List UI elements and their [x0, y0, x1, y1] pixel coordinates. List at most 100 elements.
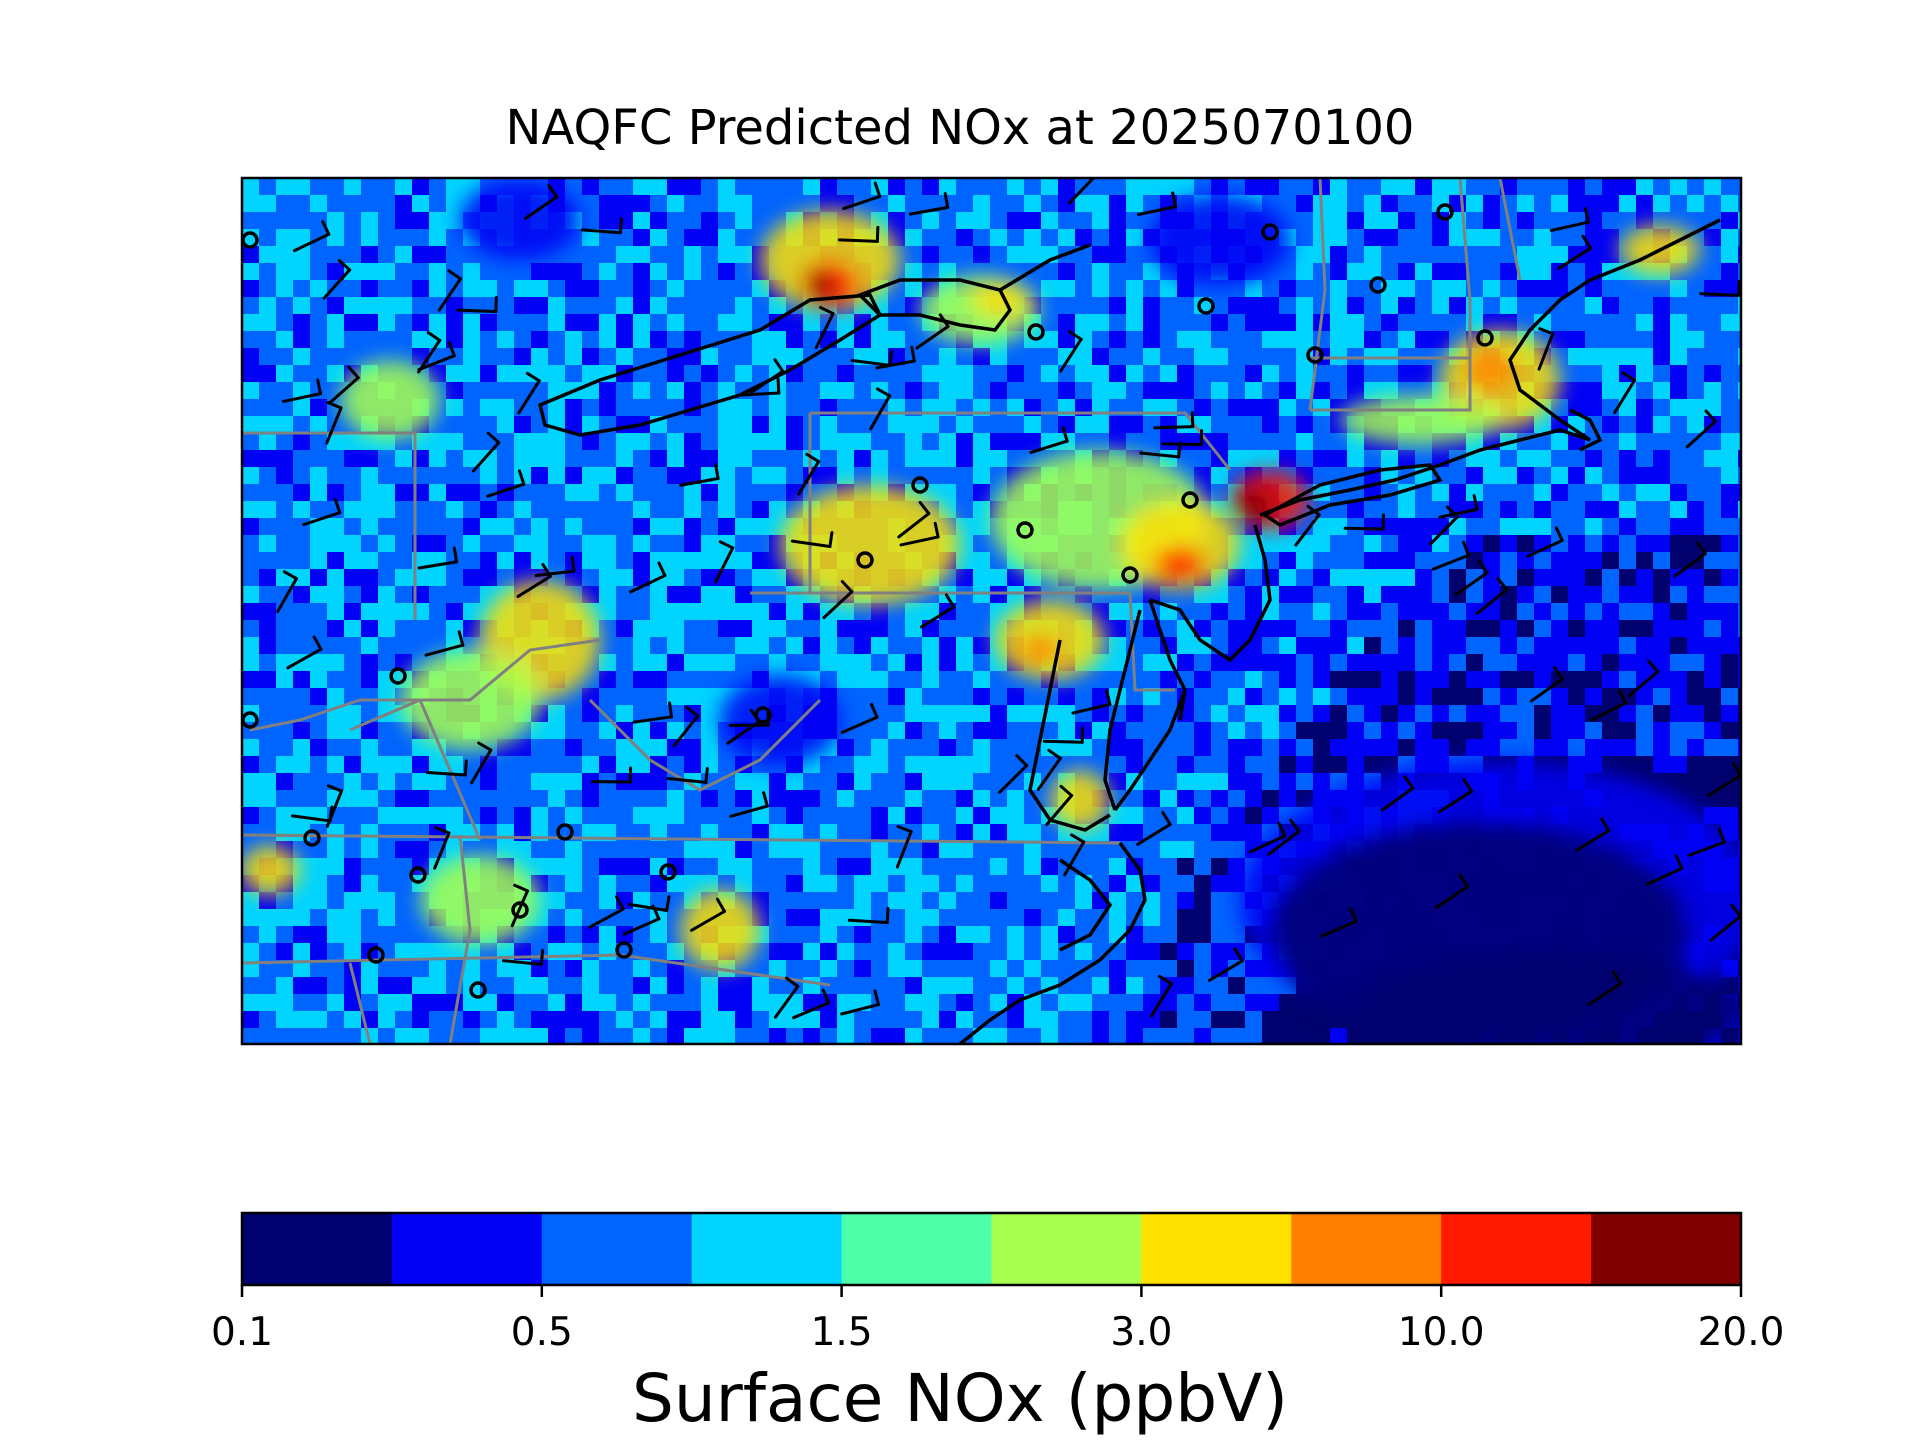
wind-barb	[1267, 818, 1301, 856]
wind-barb	[790, 531, 834, 548]
wind-barb	[797, 452, 821, 496]
wind-barb	[486, 469, 526, 498]
colorbar-frame	[240, 1211, 1743, 1287]
lake-erie-shore	[537, 293, 883, 437]
map-frame	[240, 176, 1743, 1046]
monitor-site-marker	[911, 476, 929, 494]
wind-barb	[1207, 947, 1244, 982]
wind-barb	[1343, 513, 1385, 531]
monitor-site-marker	[1027, 323, 1045, 341]
atlantic-coast-ne	[1259, 218, 1721, 517]
monitor-sites	[242, 203, 1494, 999]
wind-barb	[1153, 411, 1195, 430]
wind-barb	[1627, 659, 1660, 698]
wind-barb	[588, 895, 625, 929]
wind-barb	[517, 371, 541, 415]
pamlico-sound	[1059, 858, 1113, 952]
wind-barb	[773, 976, 800, 1019]
wind-barb	[739, 377, 781, 397]
monitor-site-marker	[1197, 297, 1215, 315]
wind-barb	[666, 766, 709, 784]
wind-barb	[1709, 903, 1741, 942]
wind-barb	[1574, 817, 1611, 852]
delaware-bay	[1148, 599, 1187, 721]
border-wv-va	[588, 698, 822, 792]
wind-barb	[1045, 784, 1074, 826]
monitor-site-marker	[1369, 276, 1387, 294]
wind-barb	[417, 331, 442, 374]
wind-barb	[842, 181, 882, 211]
wind-barb	[1699, 279, 1741, 297]
wind-barb	[437, 269, 463, 312]
wind-barb	[325, 401, 343, 445]
wind-barb	[679, 463, 720, 487]
colorbar-tick-label: 0.5	[510, 1310, 573, 1355]
colorbar-tick-label: 20.0	[1697, 1310, 1785, 1355]
wind-barb	[837, 225, 880, 243]
monitor-site-marker	[303, 829, 321, 847]
wind-barb	[850, 349, 894, 367]
wind-barb	[1529, 666, 1564, 703]
delmarva-coast	[1113, 689, 1187, 812]
monitor-site-marker	[556, 823, 574, 841]
wind-barb	[1042, 726, 1085, 744]
colorbar-segment	[541, 1213, 693, 1285]
wind-barb	[1454, 559, 1489, 597]
wind-barb	[281, 378, 323, 403]
wind-barb	[456, 295, 498, 313]
wind-barb	[1673, 540, 1707, 578]
wind-barb	[1431, 540, 1471, 571]
wind-barb	[1071, 689, 1112, 715]
wind-barb	[1149, 974, 1173, 1018]
border-ga-sc	[348, 962, 372, 1044]
wind-barb	[1549, 207, 1590, 232]
monitor-site-marker	[1436, 203, 1454, 221]
wind-barb	[840, 989, 880, 1016]
wind-barb	[814, 305, 835, 350]
wind-barb	[629, 561, 667, 594]
wind-barb	[471, 431, 501, 473]
border-ma-ct	[1310, 358, 1472, 412]
wind-barb	[627, 895, 671, 913]
border-ny-vt	[1308, 178, 1327, 411]
monitor-site-marker	[409, 866, 427, 884]
monitor-site-marker	[1121, 566, 1139, 584]
wind-barb	[424, 630, 465, 657]
wind-barb	[523, 183, 559, 220]
wind-barb	[998, 754, 1029, 794]
monitor-site-marker	[389, 667, 407, 685]
wind-barb	[895, 825, 913, 869]
wind-barb	[1380, 775, 1415, 812]
wind-barb	[1161, 429, 1204, 447]
nj-coast	[1149, 524, 1272, 663]
wind-barb	[1557, 234, 1593, 271]
wind-barb	[510, 883, 530, 928]
wind-barb	[908, 192, 950, 216]
long-island	[1261, 463, 1443, 527]
wind-barb	[433, 826, 451, 870]
colorbar-segment	[242, 1213, 393, 1285]
wind-barb	[534, 555, 576, 578]
wind-barb	[1319, 907, 1358, 938]
monitor-site-marker	[754, 706, 772, 724]
wind-barb	[1036, 748, 1062, 791]
monitor-site-marker	[1261, 223, 1279, 241]
colorbar-segment	[691, 1213, 843, 1285]
wind-barb	[328, 365, 360, 405]
wind-barb	[322, 259, 352, 300]
wind-barb	[290, 805, 334, 823]
monitor-site-marker	[659, 863, 677, 881]
border-va-nc	[242, 833, 1121, 845]
wind-barb	[840, 702, 879, 734]
wind-barb	[501, 948, 545, 966]
wind-barb	[1294, 504, 1321, 547]
wind-barb	[1139, 441, 1182, 459]
wind-barb	[1063, 833, 1086, 877]
wind-barb	[1438, 494, 1479, 519]
wind-barb	[1136, 191, 1178, 217]
border-ky-va	[249, 698, 482, 841]
wind-barb	[1526, 526, 1564, 558]
monitor-site-marker	[1476, 329, 1494, 347]
colorbar-label: Surface NOx (ppbV)	[631, 1360, 1289, 1437]
